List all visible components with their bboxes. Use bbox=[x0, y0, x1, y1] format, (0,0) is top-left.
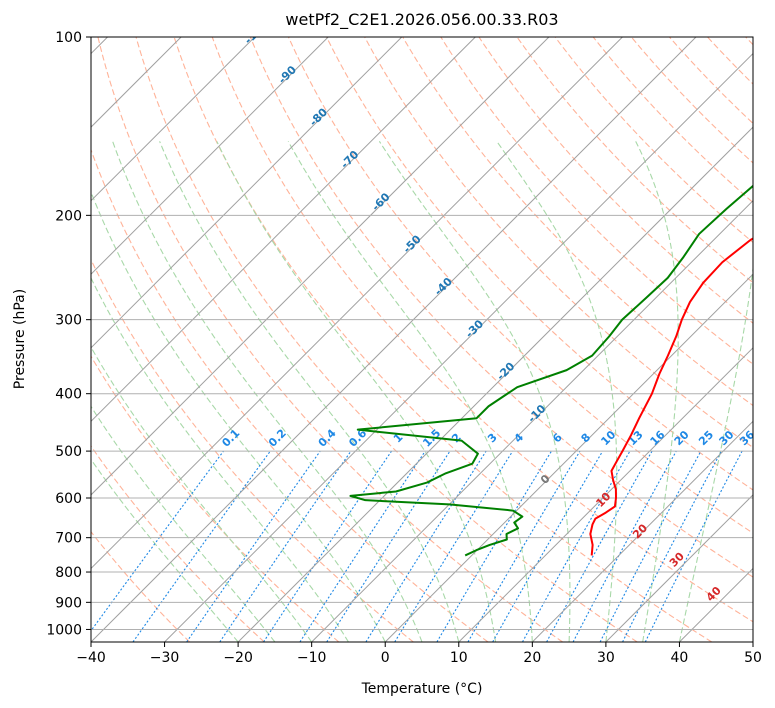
mixing-ratio-line bbox=[219, 450, 352, 642]
y-tick-label: 300 bbox=[55, 313, 82, 329]
y-tick-label: 500 bbox=[55, 444, 82, 460]
dry-adiabat-line bbox=[554, 37, 753, 244]
y-axis-label: Pressure (hPa) bbox=[12, 289, 28, 389]
x-tick-label: −20 bbox=[223, 650, 253, 666]
mixing-ratio-line bbox=[546, 450, 653, 642]
y-tick-label: 1000 bbox=[46, 622, 82, 638]
dry-adiabat-line bbox=[249, 37, 753, 578]
isotherm-line bbox=[91, 37, 476, 423]
dry-adiabat-line bbox=[97, 37, 563, 642]
y-tick-label: 400 bbox=[55, 387, 82, 403]
mixing-ratio-line bbox=[622, 450, 722, 642]
dry-adiabat-line bbox=[478, 37, 753, 324]
dry-adiabat-line bbox=[91, 148, 489, 642]
x-axis: −40 −30 −20 −10 0 10 20 30 40 50 bbox=[76, 642, 762, 666]
x-tick-label: 50 bbox=[744, 650, 762, 666]
x-tick-label: 10 bbox=[450, 650, 468, 666]
dry-adiabat-line bbox=[402, 37, 753, 407]
x-tick-label: 30 bbox=[597, 650, 615, 666]
isotherm-line bbox=[237, 126, 753, 642]
dry-adiabat-line bbox=[630, 37, 753, 164]
mixing-ratio-line bbox=[572, 450, 677, 642]
y-tick-label: 800 bbox=[55, 565, 82, 581]
mixing-ratio-line bbox=[299, 450, 426, 642]
dry-adiabat-line bbox=[516, 37, 753, 284]
mixing-ratio-line bbox=[186, 450, 321, 642]
isotherm-line bbox=[384, 273, 753, 642]
dry-adiabat-line bbox=[440, 37, 753, 365]
isotherm-line bbox=[91, 37, 550, 496]
x-tick-label: 0 bbox=[381, 650, 390, 666]
dry-adiabat-line bbox=[592, 37, 753, 204]
isotherm-line bbox=[164, 52, 753, 642]
x-tick-label: −40 bbox=[76, 650, 106, 666]
x-tick-label: 40 bbox=[671, 650, 689, 666]
x-axis-label: Temperature (°C) bbox=[361, 681, 483, 697]
y-tick-label: 100 bbox=[55, 30, 82, 46]
isotherm-line bbox=[91, 37, 623, 570]
isotherm-line bbox=[91, 37, 256, 202]
y-tick-label: 900 bbox=[55, 595, 82, 611]
x-tick-label: −10 bbox=[297, 650, 327, 666]
plot-frame bbox=[90, 36, 754, 643]
profiles bbox=[349, 184, 753, 557]
mixing-ratio-line bbox=[521, 450, 631, 642]
y-tick-label: 600 bbox=[55, 491, 82, 507]
mixing-ratio-lines bbox=[91, 450, 743, 642]
temperature-profile-line bbox=[589, 237, 753, 556]
isotherm-line bbox=[91, 37, 697, 642]
dewpoint-profile-line bbox=[349, 184, 753, 557]
dry-adiabat-line bbox=[211, 37, 753, 623]
x-tick-label: −30 bbox=[150, 650, 180, 666]
y-tick-label: 200 bbox=[55, 208, 82, 224]
isotherm-line bbox=[531, 420, 753, 642]
isotherm-line bbox=[605, 494, 753, 642]
mixing-ratio-line bbox=[91, 450, 224, 632]
isotherm-line bbox=[458, 347, 753, 642]
plot-area: -100-90-80-70-60-50-40-30-20-100.10.20.4… bbox=[91, 37, 753, 642]
x-tick-label: 20 bbox=[523, 650, 541, 666]
mixing-ratio-line bbox=[644, 450, 743, 642]
isotherm-line bbox=[311, 199, 753, 642]
mixing-ratio-line bbox=[394, 450, 514, 642]
chart-title: wetPf2_C2E1.2026.056.00.33.R03 bbox=[285, 10, 558, 30]
isotherms bbox=[91, 37, 753, 642]
dry-adiabat-line bbox=[91, 530, 191, 642]
isotherm-line bbox=[91, 37, 403, 349]
dry-adiabat-line bbox=[326, 37, 753, 491]
y-tick-label: 700 bbox=[55, 531, 82, 547]
isobars bbox=[91, 214, 753, 630]
isotherm-line bbox=[91, 37, 329, 275]
y-axis: 100 200 300 400 500 600 700 800 900 1000 bbox=[46, 30, 91, 638]
dry-adiabat-line bbox=[287, 37, 753, 534]
mixing-ratio-line bbox=[326, 450, 451, 642]
